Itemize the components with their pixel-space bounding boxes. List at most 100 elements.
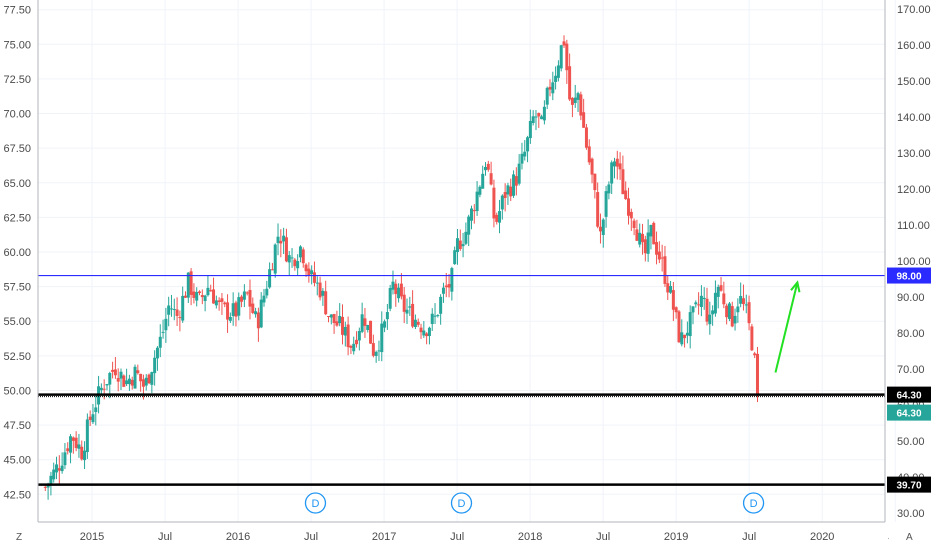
- candle-body: [287, 255, 291, 263]
- x-tick-label: Jul: [742, 531, 756, 543]
- candle-body: [366, 325, 370, 331]
- candle-body: [214, 300, 218, 306]
- candle-body: [200, 295, 204, 298]
- candle-body: [105, 384, 109, 386]
- candle-body: [579, 94, 583, 116]
- arrow-head[interactable]: [790, 280, 801, 293]
- candle-body: [526, 137, 530, 152]
- horizontal-levels[interactable]: [38, 274, 885, 486]
- candle-body: [498, 211, 502, 223]
- candle-body: [652, 222, 656, 245]
- candle-body: [270, 269, 274, 271]
- candle-body: [349, 345, 353, 348]
- auto-scale-button[interactable]: A: [889, 524, 932, 550]
- dividend-marker[interactable]: [450, 492, 473, 514]
- dividend-marker[interactable]: [304, 492, 327, 514]
- candle-body: [422, 330, 426, 336]
- x-tick-label: Jul: [158, 531, 172, 543]
- left-tick-label: 60.00: [3, 247, 31, 259]
- candle-body: [660, 257, 664, 259]
- candle-body: [441, 287, 445, 294]
- candle-body: [503, 192, 507, 199]
- candle-body: [343, 326, 347, 336]
- candle-body: [125, 380, 129, 385]
- candle-body: [413, 319, 417, 328]
- candle-body: [234, 302, 238, 317]
- candle-body: [674, 307, 678, 313]
- candle-body: [66, 448, 70, 452]
- candle-body: [83, 450, 87, 461]
- candle-body: [716, 286, 720, 297]
- candle-body: [85, 419, 89, 453]
- candle-body: [363, 318, 367, 326]
- candle-body: [102, 388, 106, 390]
- candle-body: [484, 166, 488, 171]
- candle-body: [69, 436, 73, 453]
- candle-body: [329, 314, 333, 318]
- candle-body: [705, 298, 709, 322]
- candle-body: [733, 315, 737, 324]
- candle-body: [545, 87, 549, 105]
- candle-body: [254, 311, 258, 315]
- candle-body: [321, 290, 325, 296]
- candle-body: [324, 291, 328, 315]
- candle-body: [293, 259, 297, 267]
- candle-body: [461, 244, 465, 247]
- candle-body: [643, 239, 647, 254]
- candle-body: [178, 317, 182, 319]
- candle-body: [548, 86, 552, 90]
- candle-body: [127, 378, 131, 385]
- candle-body: [430, 313, 434, 324]
- svg-text:Z: Z: [16, 532, 22, 543]
- candle-body: [144, 377, 148, 386]
- left-tick-label: 50.00: [3, 385, 31, 397]
- candle-body: [411, 303, 415, 327]
- candle-body: [240, 296, 244, 302]
- left-tick-label: 65.00: [3, 178, 31, 190]
- candle-body: [680, 332, 684, 345]
- annotation-arrow[interactable]: [774, 280, 801, 373]
- left-tick-label: 52.50: [3, 351, 31, 363]
- timezone-button[interactable]: Z: [0, 524, 38, 550]
- candle-body: [425, 333, 429, 337]
- candle-body: [399, 283, 403, 297]
- candle-body: [554, 75, 558, 82]
- candle-body: [141, 379, 145, 387]
- x-tick-label: 2020: [810, 531, 834, 543]
- x-tick-label: 2019: [664, 531, 688, 543]
- level-badge-label: 64.30: [896, 391, 921, 402]
- candle-body: [198, 291, 202, 293]
- candle-body: [80, 446, 84, 460]
- candle-body: [388, 288, 392, 309]
- candle-body: [251, 303, 255, 313]
- candle-body: [183, 295, 187, 298]
- candle-body: [161, 331, 165, 333]
- candle-body: [195, 291, 199, 301]
- candle-body: [559, 45, 563, 69]
- candle-body: [77, 444, 81, 449]
- dividend-marker[interactable]: [742, 492, 765, 514]
- candle-body: [326, 315, 330, 317]
- candle-body: [318, 282, 322, 298]
- candle-body: [153, 357, 157, 374]
- candle-body: [702, 297, 706, 300]
- candle-body: [374, 351, 378, 356]
- candle-body: [467, 216, 471, 235]
- candle-body: [534, 116, 538, 118]
- candle-body: [627, 198, 631, 216]
- candle-body: [610, 162, 614, 184]
- candle-body: [397, 287, 401, 299]
- candle-body: [713, 292, 717, 314]
- candle-body: [391, 281, 395, 290]
- arrow-shaft[interactable]: [774, 282, 799, 373]
- candle-body: [433, 315, 437, 317]
- candle-body: [248, 289, 252, 307]
- right-tick-label: 70.00: [897, 364, 925, 376]
- candle-body: [172, 309, 176, 311]
- right-tick-label: 160.00: [897, 40, 931, 52]
- left-tick-label: 47.50: [3, 420, 31, 432]
- candle-body: [624, 190, 628, 200]
- candle-body: [130, 379, 134, 386]
